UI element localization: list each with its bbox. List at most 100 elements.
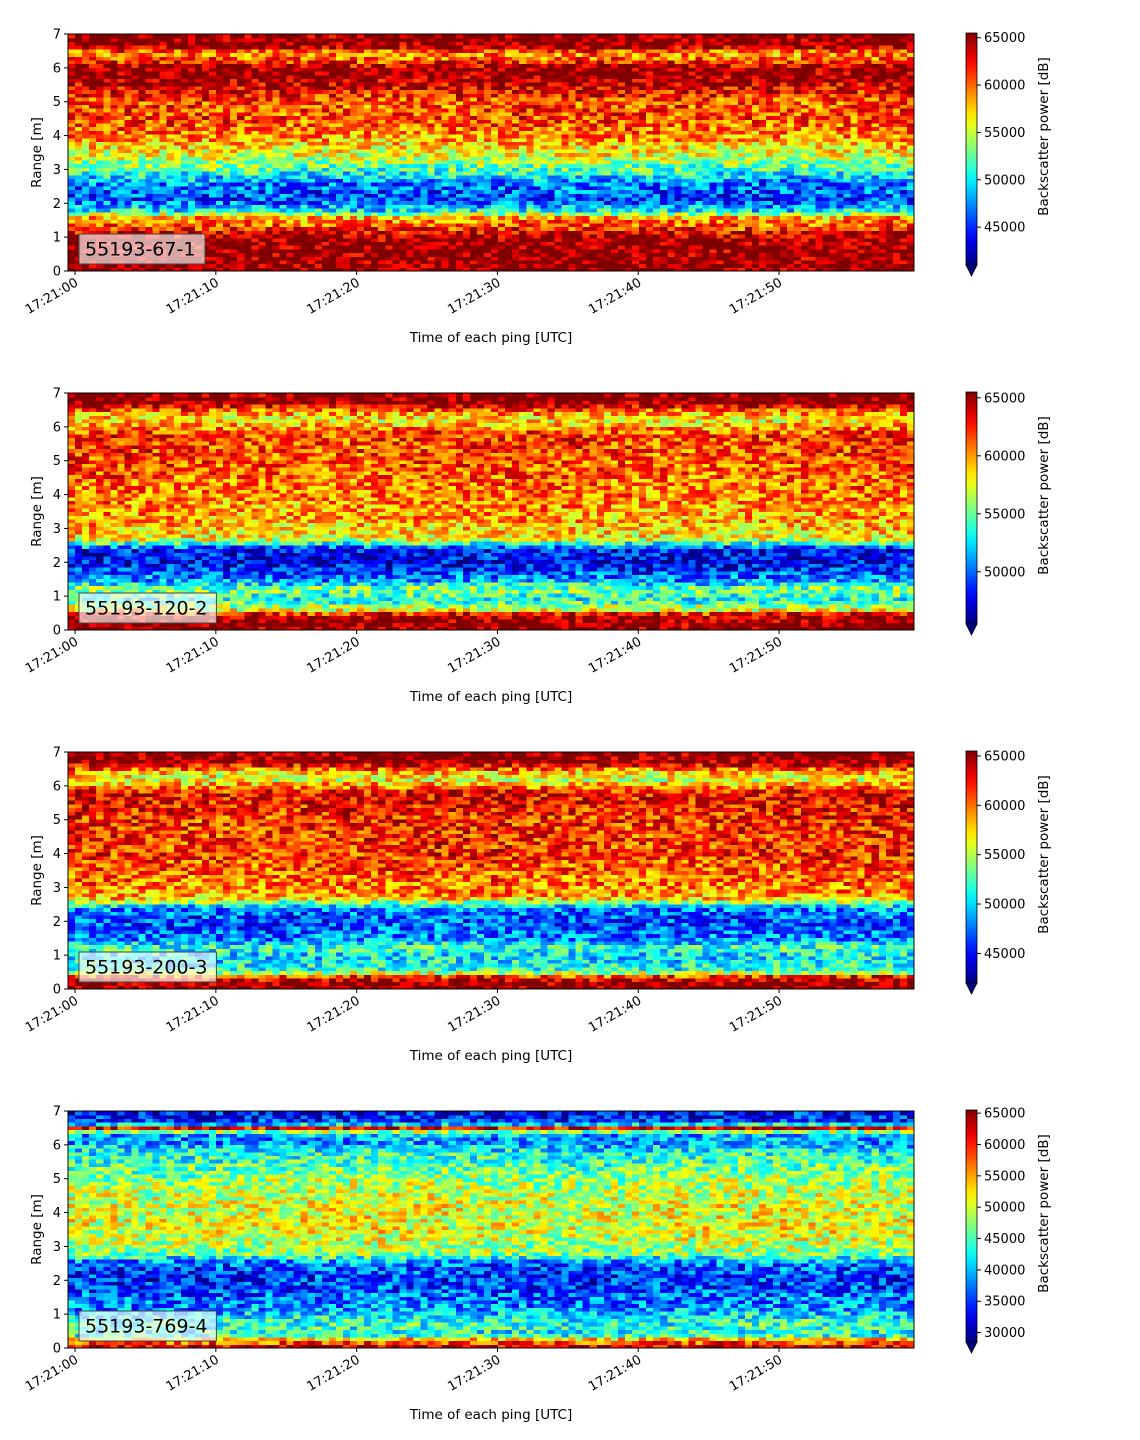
heatmap-cell — [519, 141, 527, 146]
heatmap-cell — [110, 145, 118, 150]
heatmap-cell — [272, 189, 281, 194]
heatmap-cell — [392, 48, 400, 54]
heatmap-cell — [483, 52, 492, 57]
heatmap-cell — [279, 82, 288, 87]
heatmap-cell — [533, 252, 541, 257]
heatmap-cell — [96, 156, 104, 161]
heatmap-cell — [244, 204, 252, 209]
heatmap-cell — [293, 137, 302, 142]
heatmap-cell — [483, 126, 492, 131]
heatmap-cell — [364, 163, 372, 168]
heatmap-cell — [399, 59, 407, 65]
heatmap-cell — [307, 96, 316, 102]
heatmap-cell — [166, 115, 175, 120]
heatmap-cell — [378, 89, 386, 94]
heatmap-cell — [350, 226, 358, 231]
heatmap-cell — [187, 267, 196, 272]
heatmap-cell — [138, 108, 147, 113]
heatmap-cell — [469, 171, 478, 176]
heatmap-cell — [498, 93, 506, 98]
heatmap-cell — [166, 148, 175, 154]
heatmap-cell — [554, 82, 563, 87]
heatmap-cell — [145, 78, 154, 83]
heatmap-cell — [321, 226, 330, 231]
heatmap-cell — [441, 108, 450, 113]
heatmap-cell — [258, 208, 266, 213]
heatmap-cell — [582, 167, 591, 172]
heatmap-cell — [350, 230, 358, 235]
heatmap-cell — [357, 167, 365, 172]
heatmap-cell — [385, 252, 393, 257]
heatmap-cell — [89, 178, 97, 183]
heatmap-cell — [166, 178, 175, 183]
heatmap-cell — [498, 82, 506, 87]
heatmap-cell — [575, 108, 584, 113]
heatmap-cell — [610, 67, 619, 72]
heatmap-cell — [335, 93, 344, 98]
heatmap-cell — [491, 130, 499, 135]
heatmap-cell — [399, 145, 407, 150]
heatmap-cell — [216, 252, 224, 257]
heatmap-cell — [117, 119, 125, 124]
heatmap-cell — [230, 104, 238, 109]
heatmap-cell — [230, 100, 238, 105]
heatmap-cell — [237, 96, 245, 102]
heatmap-cell — [441, 48, 450, 54]
heatmap-cell — [399, 219, 407, 224]
heatmap-cell — [201, 122, 210, 128]
heatmap-cell — [519, 193, 527, 198]
heatmap-cell — [272, 256, 281, 261]
heatmap-cell — [75, 156, 83, 161]
heatmap-cell — [244, 141, 252, 146]
heatmap-cell — [554, 93, 563, 98]
heatmap-cell — [582, 78, 591, 83]
heatmap-cell — [603, 208, 612, 213]
heatmap-cell — [462, 71, 471, 76]
heatmap-cell — [321, 93, 330, 98]
heatmap-cell — [237, 115, 245, 120]
heatmap-cell — [371, 163, 379, 168]
heatmap-cell — [575, 211, 584, 217]
heatmap-cell — [335, 245, 344, 250]
heatmap-cell — [476, 230, 485, 235]
heatmap-cell — [286, 152, 295, 157]
heatmap-cell — [371, 63, 379, 68]
heatmap-cell — [124, 208, 133, 213]
heatmap-cell — [272, 167, 281, 172]
heatmap-cell — [335, 211, 344, 217]
heatmap-cell — [568, 37, 577, 42]
heatmap-cell — [406, 48, 415, 54]
heatmap-cell — [216, 108, 224, 113]
heatmap-cell — [328, 185, 337, 191]
heatmap-cell — [589, 167, 598, 172]
heatmap-cell — [201, 200, 210, 205]
heatmap-cell — [131, 74, 140, 80]
heatmap-cell — [392, 193, 400, 198]
heatmap-cell — [575, 196, 584, 202]
heatmap-cell — [223, 104, 231, 109]
heatmap-cell — [540, 89, 548, 94]
heatmap-cell — [483, 174, 492, 180]
heatmap-cell — [68, 252, 76, 257]
heatmap-cell — [378, 219, 386, 224]
heatmap-cell — [357, 189, 365, 194]
heatmap-cell — [237, 208, 245, 213]
heatmap-cell — [103, 159, 111, 165]
heatmap-cell — [533, 233, 541, 239]
heatmap-cell — [434, 108, 443, 113]
heatmap-cell — [533, 267, 541, 272]
heatmap-cell — [420, 67, 429, 72]
heatmap-cell — [244, 237, 252, 242]
heatmap-cell — [103, 74, 111, 80]
heatmap-cell — [399, 156, 407, 161]
heatmap-cell — [230, 267, 238, 272]
heatmap-cell — [328, 111, 337, 117]
heatmap-cell — [124, 37, 133, 42]
heatmap-cell — [272, 41, 281, 46]
heatmap-cell — [392, 230, 400, 235]
heatmap-cell — [96, 37, 104, 42]
heatmap-cell — [406, 182, 415, 187]
heatmap-cell — [596, 174, 605, 180]
heatmap-cell — [364, 52, 372, 57]
